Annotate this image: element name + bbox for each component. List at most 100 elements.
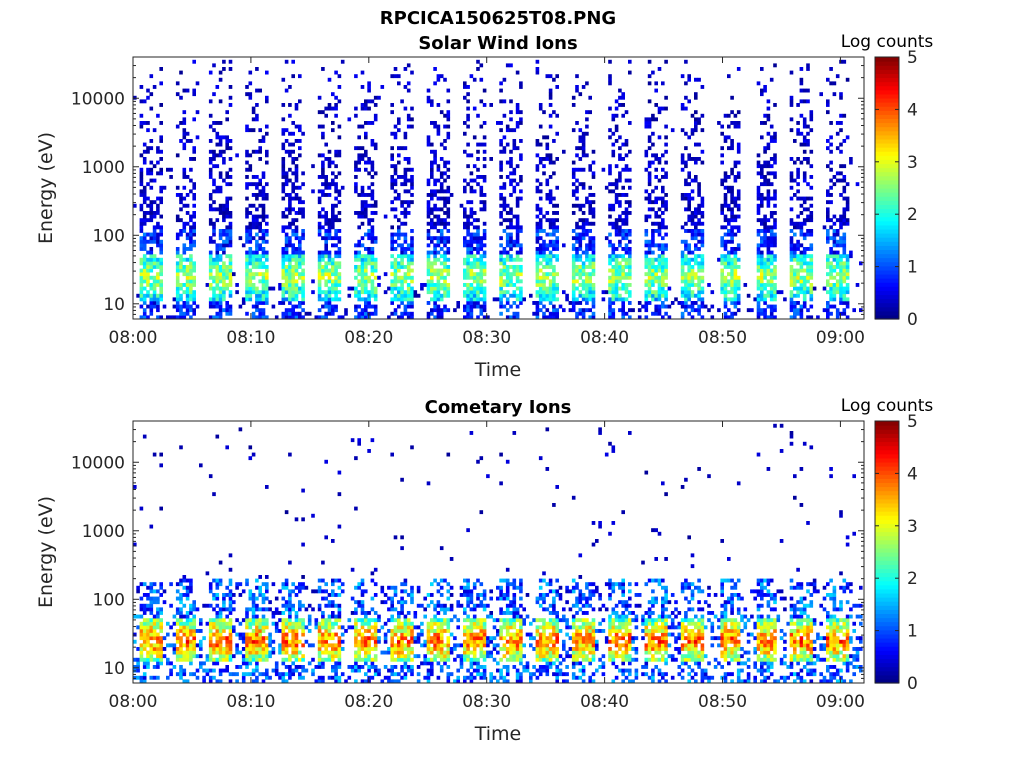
heatmap-cell [288,211,292,215]
heatmap-cell [139,636,144,641]
heatmap-cell [255,243,259,248]
heatmap-cell [136,614,140,619]
heatmap-cell [799,311,804,316]
heatmap-cell [182,643,187,648]
heatmap-cell [571,193,576,197]
heatmap-cell [585,124,589,129]
heatmap-cell [420,283,424,287]
heatmap-cell [611,247,616,251]
heatmap-cell [664,171,668,176]
heatmap-cell [225,117,229,122]
heatmap-cell [142,99,147,104]
heatmap-cell [410,229,414,233]
heatmap-cell [545,297,550,302]
heatmap-cell [284,243,289,248]
heatmap-cell [317,265,322,269]
heatmap-cell [793,160,797,165]
heatmap-cell [845,283,850,287]
heatmap-cell [179,643,183,648]
heatmap-cell [463,308,467,313]
heatmap-cell [624,236,629,241]
heatmap-cell [796,221,800,226]
heatmap-cell [802,121,807,125]
heatmap-cell [555,315,559,320]
heatmap-cell [436,218,441,223]
heatmap-cell [509,117,513,122]
heatmap-cell [644,124,649,129]
heatmap-cell [156,657,160,662]
heatmap-cell [509,293,513,298]
heatmap-cell [172,304,177,309]
heatmap-cell [439,311,444,316]
heatmap-cell [760,311,764,316]
heatmap-cell [479,175,484,179]
heatmap-cell [189,279,193,284]
heatmap-cell [222,243,226,248]
heatmap-cell [324,261,328,266]
heatmap-cell [733,275,738,280]
heatmap-cell [439,275,444,280]
heatmap-cell [258,203,262,208]
heatmap-cell [756,164,761,169]
heatmap-cell [370,283,375,287]
heatmap-cell [334,275,338,280]
heatmap-cell [360,106,365,111]
heatmap-cell [367,250,371,255]
heatmap-cell [324,283,328,287]
heatmap-cell [370,272,375,277]
heatmap-cell [519,110,523,115]
heatmap-cell [482,135,487,140]
heatmap-cell [208,257,213,262]
heatmap-cell [614,283,619,287]
heatmap-cell [796,286,800,291]
heatmap-cell [479,286,484,291]
heatmap-cell [142,157,147,161]
heatmap-cell [760,164,764,169]
heatmap-cell [410,261,414,266]
heatmap-cell [835,250,840,255]
heatmap-cell [482,297,487,302]
heatmap-cell [700,85,705,89]
heatmap-cell [651,261,655,266]
heatmap-cell [466,265,470,269]
heatmap-cell [364,275,368,280]
heatmap-cell [802,178,807,183]
heatmap-cell [509,275,513,280]
heatmap-cell [321,272,325,277]
heatmap-cell [192,293,196,298]
heatmap-cell [756,261,761,266]
heatmap-cell [406,243,411,248]
heatmap-cell [555,203,559,208]
heatmap-cell [842,290,847,295]
heatmap-cell [245,229,249,233]
heatmap-cell [367,203,371,208]
heatmap-cell [179,139,183,143]
heatmap-cell [796,272,800,277]
heatmap-cell [667,304,672,309]
heatmap-cell [334,268,338,273]
heatmap-cell [588,211,592,215]
heatmap-cell [261,286,266,291]
heatmap-cell [149,214,154,219]
heatmap-cell [832,92,837,97]
heatmap-cell [218,629,223,633]
heatmap-cell [614,106,619,111]
heatmap-cell [552,311,556,316]
heatmap-cell [545,243,550,248]
heatmap-cell [479,254,484,259]
heatmap-cell [809,293,814,298]
heatmap-cell [215,279,220,284]
heatmap-cell [255,308,259,313]
heatmap-cell [618,203,622,208]
heatmap-cell [364,297,368,302]
heatmap-cell [403,250,408,255]
heatmap-cell [192,149,196,154]
heatmap-cell [222,668,226,673]
heatmap-cell [756,265,761,269]
heatmap-cell [512,225,517,230]
heatmap-cell [182,135,187,140]
heatmap-cell [430,196,434,201]
heatmap-cell [212,661,216,666]
heatmap-cell [472,247,477,251]
heatmap-cell [258,189,262,194]
